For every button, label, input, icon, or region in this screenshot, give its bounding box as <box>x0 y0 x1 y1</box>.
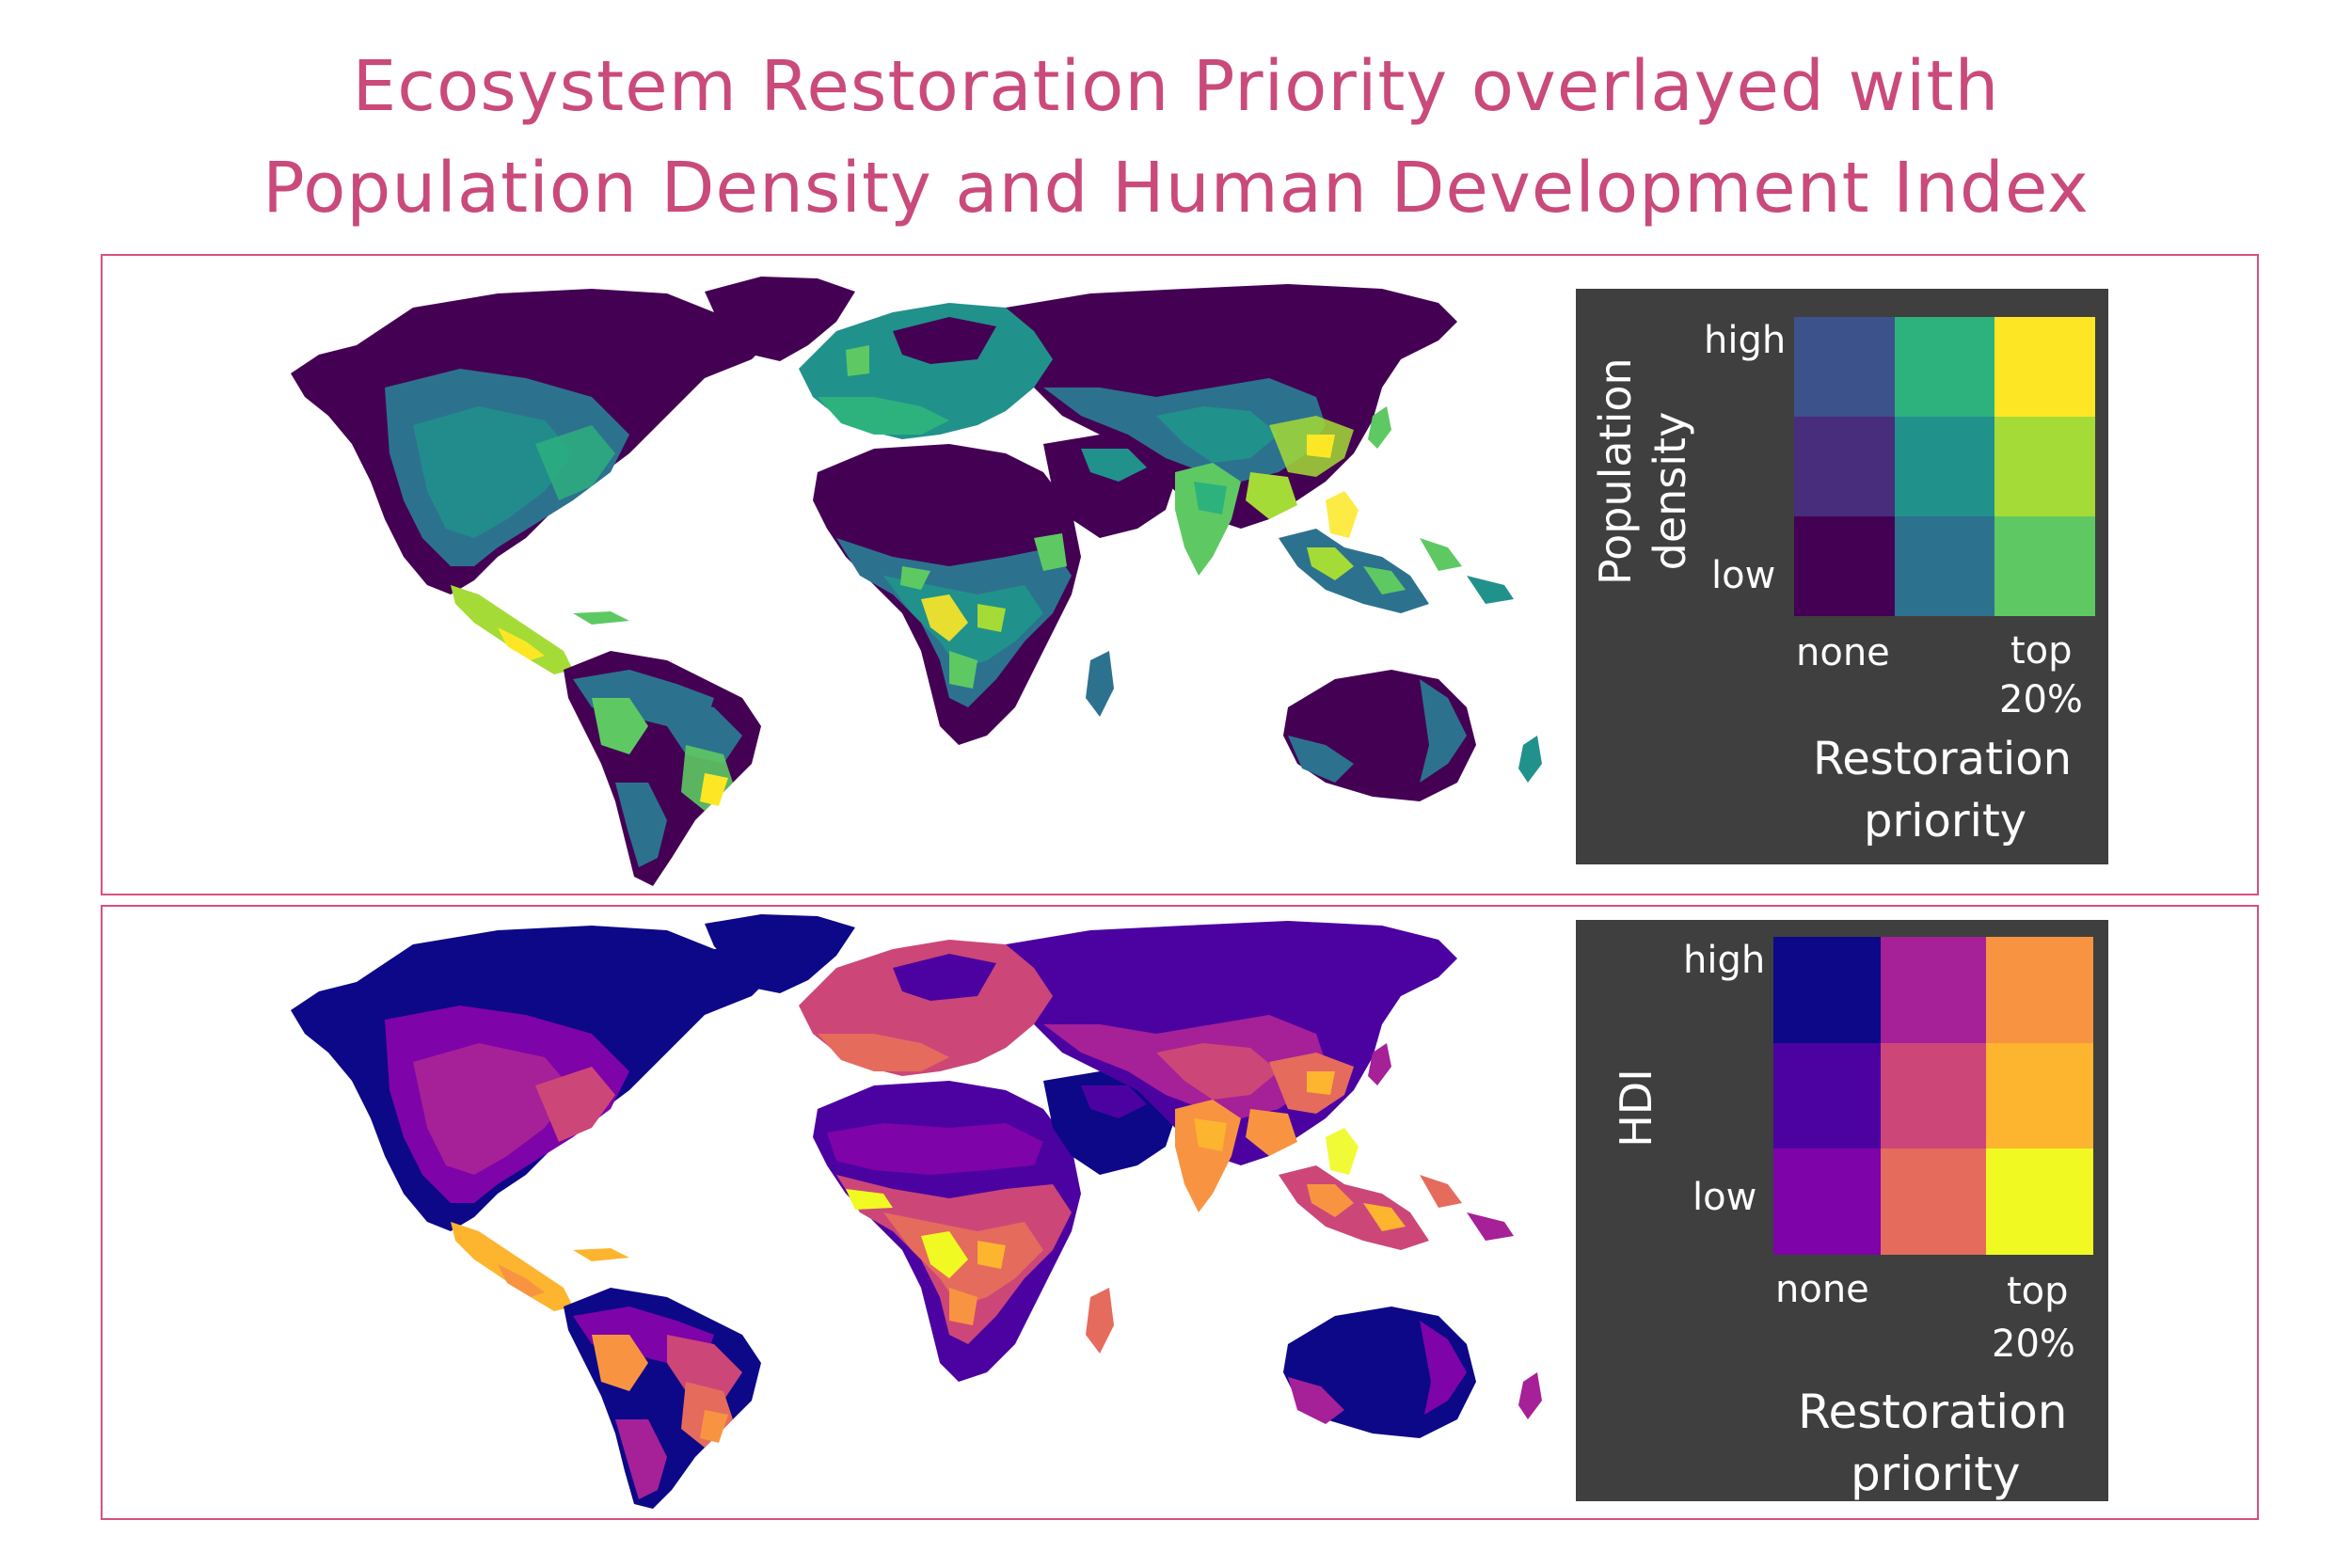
legend-x-none-label: none <box>1775 1268 1869 1311</box>
middle-east <box>1043 435 1175 538</box>
legend-cell <box>1773 1043 1881 1148</box>
legend-cell <box>1881 1148 1986 1255</box>
southeast-asia <box>1279 529 1429 613</box>
new-zealand <box>1518 736 1542 783</box>
legend-y-title: Population density <box>1588 357 1710 585</box>
hdi-panel: HDI high low none top 20% Restoration pr… <box>101 905 2259 1520</box>
legend-x-title-line-1: Restoration <box>1798 1385 2068 1439</box>
new-zealand <box>1518 1372 1542 1419</box>
legend-cell <box>1994 516 2095 616</box>
southeast-asia <box>1279 1165 1429 1250</box>
page-title: Ecosystem Restoration Priority overlayed… <box>0 36 2352 239</box>
central-america <box>451 1222 573 1311</box>
legend-cell <box>1773 937 1881 1043</box>
population-density-legend: Population density high low none top 20%… <box>1576 289 2108 864</box>
legend-cell <box>1895 516 1994 616</box>
legend-y-high-label: high <box>1704 319 1787 362</box>
legend-cell <box>1794 516 1895 616</box>
legend-x-title-line-2: priority <box>1851 1447 2021 1501</box>
legend-x-top-label-line-2: 20% <box>1992 1323 2075 1366</box>
legend-x-top-label-line-1: top <box>2010 629 2073 673</box>
legend-cell <box>1881 937 1986 1043</box>
japan <box>1368 406 1391 449</box>
japan <box>1368 1043 1391 1085</box>
legend-cell <box>1986 1148 2093 1255</box>
legend-y-high-label: high <box>1683 939 1766 982</box>
legend-y-title-line-2: density <box>1645 411 1695 571</box>
madagascar <box>1086 651 1114 717</box>
legend-x-title-line-1: Restoration <box>1813 733 2073 785</box>
legend-cell <box>1794 417 1895 516</box>
legend-y-title: HDI <box>1611 1069 1661 1148</box>
landmasses <box>291 914 1542 1509</box>
legend-cell <box>1895 317 1994 417</box>
legend-y-low-label: low <box>1711 554 1776 597</box>
legend-x-top-label-line-1: top <box>2007 1270 2069 1313</box>
legend-cell <box>1881 1043 1986 1148</box>
title-line-2: Population Density and Human Development… <box>262 148 2090 229</box>
title-line-1: Ecosystem Restoration Priority overlayed… <box>352 46 2000 127</box>
legend-x-none-label: none <box>1796 631 1890 674</box>
population-density-world-map <box>291 277 1542 886</box>
legend-cell <box>1986 1043 2093 1148</box>
central-america <box>451 585 573 674</box>
legend-cell <box>1794 317 1895 417</box>
india <box>1175 463 1241 576</box>
hdi-legend: HDI high low none top 20% Restoration pr… <box>1576 920 2108 1501</box>
legend-color-grid <box>1773 937 2093 1255</box>
legend-y-low-label: low <box>1692 1176 1757 1219</box>
legend-y-title-line-1: Population <box>1590 357 1641 585</box>
landmasses <box>291 277 1542 886</box>
legend-x-top-label-line-2: 20% <box>1999 678 2083 721</box>
legend-cell <box>1773 1148 1881 1255</box>
legend-cell <box>1986 937 2093 1043</box>
legend-cell <box>1994 417 2095 516</box>
legend-cell <box>1994 317 2095 417</box>
india <box>1175 1100 1241 1212</box>
middle-east <box>1043 1071 1175 1175</box>
population-density-panel: Population density high low none top 20%… <box>101 254 2259 895</box>
legend-cell <box>1895 417 1994 516</box>
legend-x-title-line-2: priority <box>1864 795 2027 847</box>
legend-color-grid <box>1794 317 2095 616</box>
hdi-world-map <box>291 914 1542 1509</box>
